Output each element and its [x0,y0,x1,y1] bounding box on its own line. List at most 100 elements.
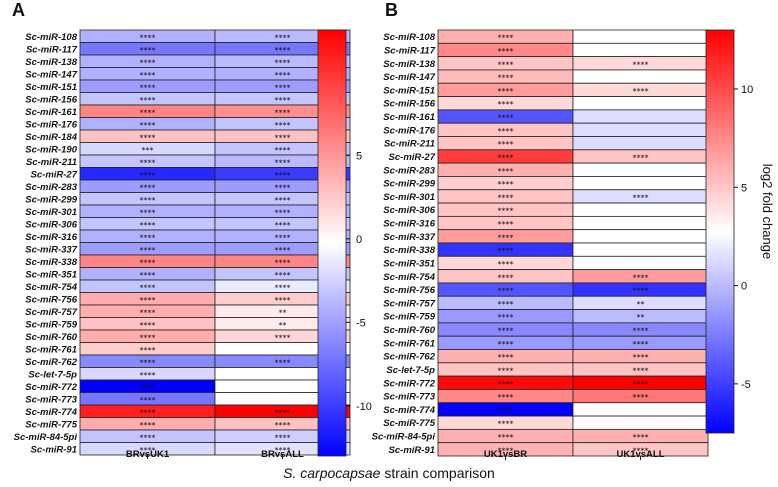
row-label: Sc-miR-351 [383,258,435,269]
column-label: UK1vsBR [484,449,527,460]
row-label: Sc-miR-762 [25,357,77,368]
significance-label: **** [498,247,514,256]
row-label: Sc-miR-337 [383,232,435,243]
significance-label: **** [140,83,156,92]
row-label: Sc-miR-211 [384,139,435,150]
significance-label: **** [498,60,514,69]
heatmap-cell [572,109,709,124]
significance-label: **** [498,287,514,296]
significance-label: **** [275,258,291,267]
significance-label: **** [275,433,291,442]
colorbar-tick-label: -5 [356,317,366,329]
row-label: Sc-miR-176 [383,125,435,136]
row-label: Sc-miR-184 [25,132,77,143]
row-label: Sc-let-7-5p [386,365,435,376]
significance-label: **** [275,196,291,205]
significance-label: **** [140,371,156,380]
significance-label: **** [633,327,649,336]
panel-label: A [12,0,25,20]
significance-label: **** [633,380,649,389]
row-label: Sc-miR-108 [25,32,77,43]
row-label: Sc-miR-774 [25,407,77,418]
heatmap-panel-a: A Sc-miR-108 **** **** Sc-miR-117 **** **** Sc-… [12,0,372,460]
x-axis-title: S. carpocapsae strain comparison [283,465,495,481]
significance-label: **** [275,108,291,117]
x-axis-title-species: S. carpocapsae [283,465,380,481]
significance-label: **** [498,327,514,336]
significance-label: **** [498,180,514,189]
significance-label: ** [279,308,287,317]
row-label: Sc-miR-757 [383,298,435,309]
significance-label: **** [633,273,649,282]
significance-label: **** [140,258,156,267]
significance-label: ** [637,300,645,309]
significance-label: **** [275,246,291,255]
row-label: Sc-miR-147 [383,72,435,83]
significance-label: **** [633,153,649,162]
row-label: Sc-miR-161 [383,112,435,123]
row-label: Sc-miR-760 [383,325,435,336]
heatmap-cell [572,122,709,137]
significance-label: **** [275,421,291,430]
heatmap-cell [572,229,709,244]
significance-label: **** [140,346,156,355]
significance-label: **** [275,408,291,417]
row-label: Sc-miR-151 [25,82,77,93]
significance-label: **** [140,208,156,217]
significance-label: **** [498,34,514,43]
significance-label: **** [498,420,514,429]
significance-label: **** [633,87,649,96]
heatmap-cell [572,402,709,417]
heatmap-cell [572,136,709,151]
row-label: Sc-miR-773 [383,392,435,403]
significance-label: *** [142,146,154,155]
significance-label: **** [140,233,156,242]
row-label: Sc-miR-774 [383,405,435,416]
significance-label: ** [637,313,645,322]
row-label: Sc-miR-754 [25,282,77,293]
row-label: Sc-miR-316 [25,232,77,243]
row-label: Sc-miR-117 [26,44,78,55]
heatmap-cell [572,242,709,257]
significance-label: **** [498,167,514,176]
row-label: Sc-miR-306 [383,205,435,216]
colorbar-title: log2 fold change [760,164,775,259]
colorbar [705,29,735,434]
significance-label: **** [498,100,514,109]
row-label: Sc-miR-84-5pi [14,432,78,443]
row-label: Sc-miR-138 [383,59,435,70]
row-label: Sc-miR-306 [25,219,77,230]
row-label: Sc-miR-338 [25,257,77,268]
significance-label: **** [275,446,291,455]
significance-label: **** [633,287,649,296]
significance-label: **** [498,153,514,162]
significance-label: **** [140,171,156,180]
significance-label: **** [275,71,291,80]
significance-label: **** [275,271,291,280]
significance-label: **** [140,283,156,292]
significance-label: **** [140,296,156,305]
heatmap-cell [572,255,709,271]
row-label: Sc-miR-772 [25,382,77,393]
significance-label: **** [140,121,156,130]
row-label: Sc-miR-190 [25,144,77,155]
significance-label: **** [140,158,156,167]
row-label: Sc-miR-299 [383,179,435,190]
colorbar-tick-label: 0 [741,281,747,293]
significance-label: **** [275,233,291,242]
row-label: Sc-miR-211 [26,157,77,168]
row-label: Sc-miR-754 [383,272,435,283]
row-label: Sc-let-7-5p [28,369,77,380]
row-label: Sc-miR-161 [25,107,77,118]
heatmap-cell [572,415,709,430]
colorbar-tick-label: 0 [356,234,362,246]
significance-label: **** [633,60,649,69]
row-label: Sc-miR-27 [389,152,436,163]
row-label: Sc-miR-91 [389,445,435,456]
heatmap-cell [572,215,709,231]
significance-label: **** [275,283,291,292]
row-label: Sc-miR-756 [383,285,435,296]
significance-label: **** [275,221,291,230]
heatmap-cell [572,202,709,217]
significance-label: **** [140,308,156,317]
